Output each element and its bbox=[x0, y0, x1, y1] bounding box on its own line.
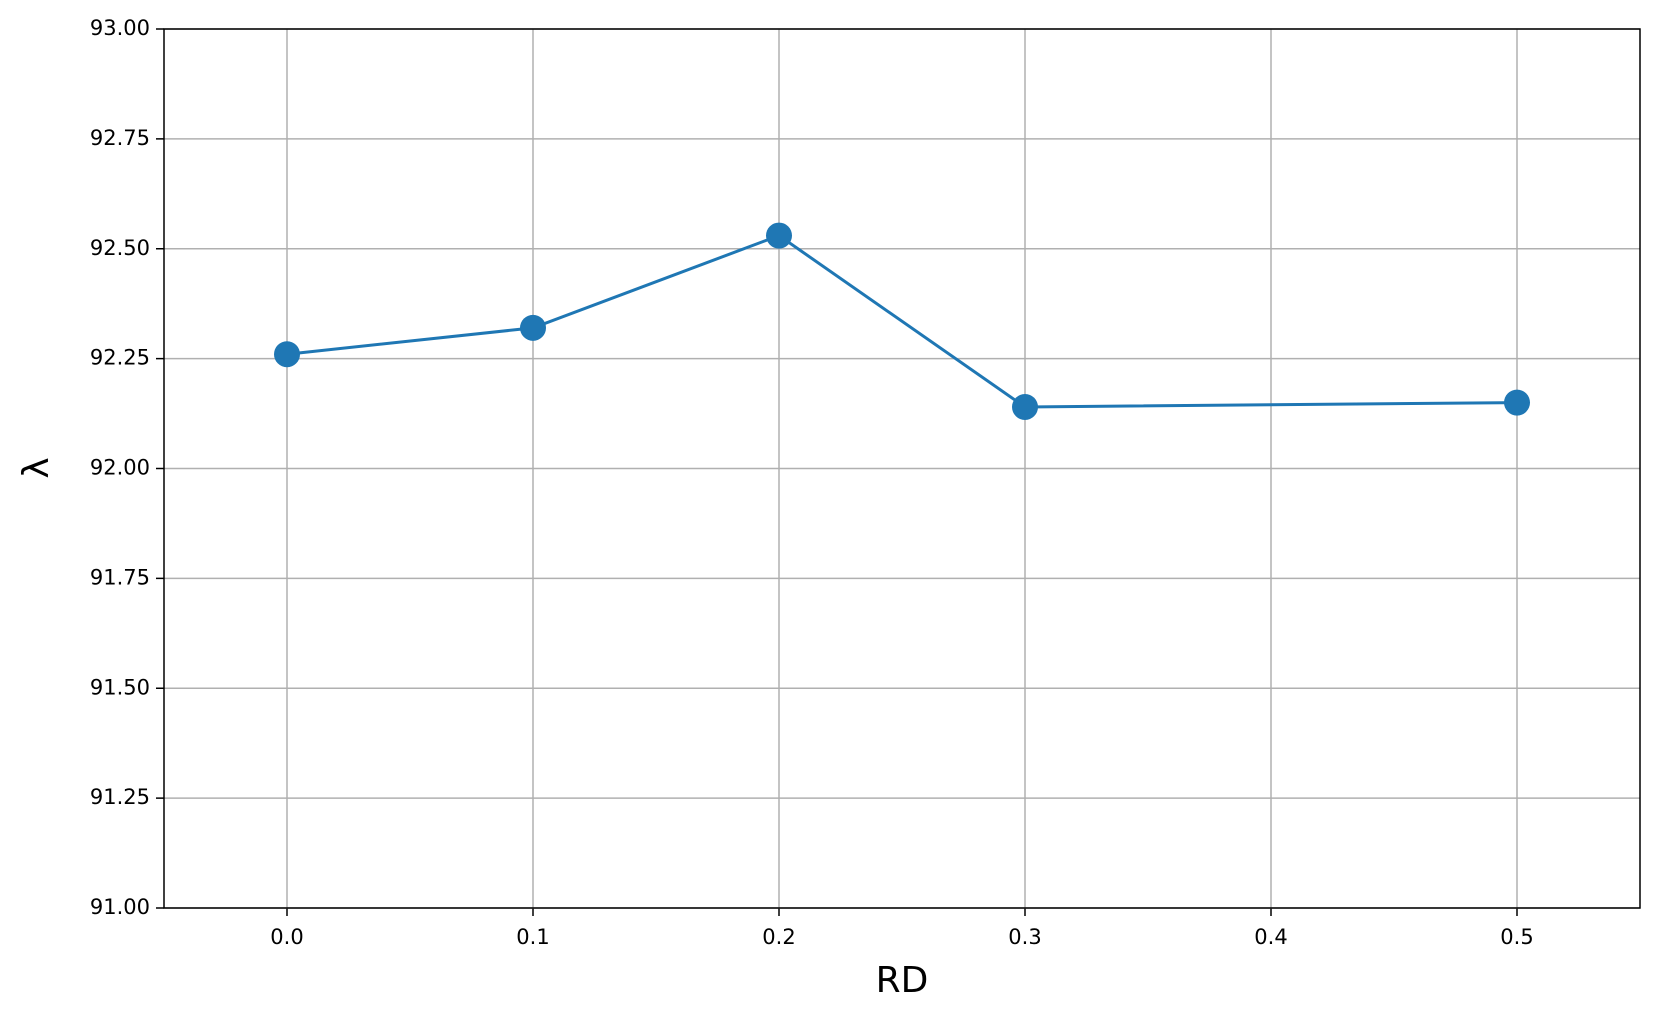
x-tick-label: 0.0 bbox=[270, 925, 303, 949]
point-marker bbox=[1504, 389, 1530, 416]
y-tick-label: 93.00 bbox=[90, 16, 150, 40]
y-tick-label: 91.00 bbox=[90, 895, 150, 919]
y-axis-label: λ bbox=[16, 457, 57, 478]
point-marker bbox=[274, 341, 300, 368]
y-tick-label: 92.25 bbox=[90, 346, 150, 370]
x-axis-label: RD bbox=[876, 960, 929, 1001]
y-tick-label: 91.50 bbox=[90, 675, 150, 699]
y-tick-label: 91.75 bbox=[90, 565, 150, 589]
y-tick-label: 92.75 bbox=[90, 126, 150, 150]
x-tick-label: 0.5 bbox=[1500, 925, 1533, 949]
point-marker bbox=[1012, 393, 1038, 420]
x-tick-label: 0.2 bbox=[762, 925, 795, 949]
x-tick-label: 0.1 bbox=[516, 925, 549, 949]
x-tick-label: 0.3 bbox=[1008, 925, 1041, 949]
point-marker bbox=[520, 314, 546, 341]
x-tick-label: 0.4 bbox=[1254, 925, 1287, 949]
plot-frame bbox=[163, 28, 1641, 909]
series-line bbox=[286, 233, 1518, 409]
y-tick-label: 92.00 bbox=[90, 456, 150, 480]
y-tick-label: 91.25 bbox=[90, 785, 150, 809]
y-tick-label: 92.50 bbox=[90, 236, 150, 260]
point-marker bbox=[766, 222, 792, 249]
